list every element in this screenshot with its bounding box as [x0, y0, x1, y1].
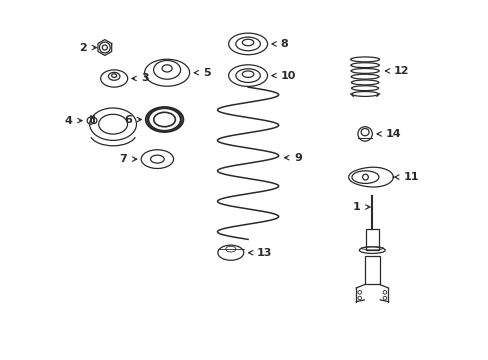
Text: 1: 1 [352, 202, 360, 212]
Bar [365, 256, 379, 284]
Text: 8: 8 [280, 39, 287, 49]
Text: 4: 4 [64, 116, 72, 126]
Text: 6: 6 [123, 114, 132, 125]
Bar [365, 229, 378, 250]
Text: 3: 3 [141, 73, 149, 84]
Text: 5: 5 [203, 68, 210, 78]
Text: 9: 9 [294, 153, 302, 163]
Text: 10: 10 [280, 71, 295, 81]
Text: 14: 14 [385, 129, 401, 139]
Text: 7: 7 [119, 154, 127, 164]
Text: 13: 13 [257, 248, 272, 258]
Text: 11: 11 [403, 172, 418, 182]
Text: 12: 12 [393, 66, 408, 76]
Text: 2: 2 [79, 42, 87, 53]
